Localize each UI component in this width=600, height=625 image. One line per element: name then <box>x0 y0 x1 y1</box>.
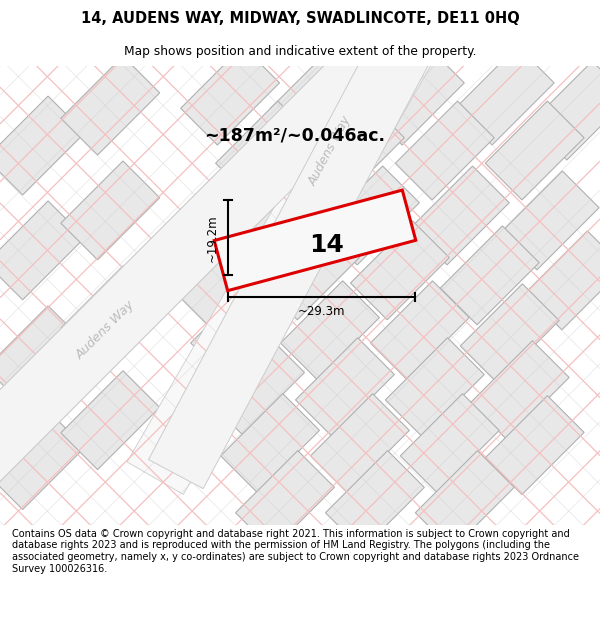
Polygon shape <box>485 396 584 494</box>
Polygon shape <box>385 338 484 437</box>
Polygon shape <box>0 8 428 583</box>
Polygon shape <box>236 451 334 549</box>
Polygon shape <box>0 96 85 195</box>
Polygon shape <box>320 166 419 265</box>
Polygon shape <box>0 411 85 509</box>
Text: Map shows position and indicative extent of the property.: Map shows position and indicative extent… <box>124 45 476 58</box>
Polygon shape <box>206 336 304 434</box>
Polygon shape <box>221 394 319 492</box>
Text: 14, AUDENS WAY, MIDWAY, SWADLINCOTE, DE11 0HQ: 14, AUDENS WAY, MIDWAY, SWADLINCOTE, DE1… <box>80 11 520 26</box>
Polygon shape <box>365 46 464 145</box>
Polygon shape <box>455 46 554 145</box>
Text: ~187m²/~0.046ac.: ~187m²/~0.046ac. <box>205 126 386 144</box>
Polygon shape <box>0 306 85 404</box>
Polygon shape <box>61 266 160 365</box>
Polygon shape <box>325 451 424 549</box>
Polygon shape <box>281 281 379 380</box>
Polygon shape <box>61 161 160 260</box>
Polygon shape <box>440 226 539 325</box>
Text: ~29.3m: ~29.3m <box>298 305 345 318</box>
Text: Audens Way: Audens Way <box>73 298 137 362</box>
Polygon shape <box>395 101 494 200</box>
Polygon shape <box>230 166 329 265</box>
Text: ~19.2m: ~19.2m <box>206 214 218 262</box>
Polygon shape <box>500 171 599 270</box>
Text: 14: 14 <box>310 233 344 258</box>
Polygon shape <box>485 101 584 200</box>
Polygon shape <box>296 338 394 437</box>
Polygon shape <box>530 61 600 160</box>
Polygon shape <box>61 371 160 469</box>
Polygon shape <box>271 46 370 145</box>
Polygon shape <box>181 46 280 145</box>
Polygon shape <box>310 394 409 492</box>
Polygon shape <box>525 231 600 330</box>
Polygon shape <box>214 190 416 291</box>
Polygon shape <box>415 451 514 549</box>
Polygon shape <box>215 101 314 200</box>
Polygon shape <box>305 101 404 200</box>
Text: Contains OS data © Crown copyright and database right 2021. This information is : Contains OS data © Crown copyright and d… <box>12 529 579 574</box>
Polygon shape <box>260 221 359 320</box>
Polygon shape <box>350 221 449 320</box>
Polygon shape <box>149 0 532 489</box>
Polygon shape <box>61 56 160 155</box>
Polygon shape <box>127 0 533 494</box>
Polygon shape <box>191 281 290 380</box>
Polygon shape <box>470 341 569 439</box>
Polygon shape <box>370 281 469 380</box>
Polygon shape <box>410 166 509 265</box>
Polygon shape <box>400 394 499 492</box>
Text: Audens Way: Audens Way <box>306 113 354 188</box>
Polygon shape <box>170 226 269 325</box>
Polygon shape <box>460 284 559 382</box>
Polygon shape <box>0 8 428 583</box>
Polygon shape <box>0 201 85 300</box>
